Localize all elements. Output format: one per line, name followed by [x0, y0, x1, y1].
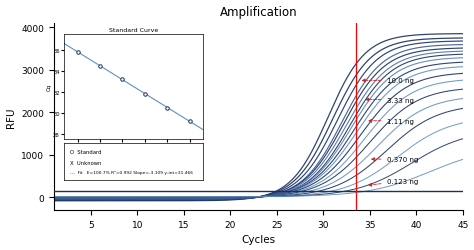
Text: 1.11 ng: 1.11 ng: [369, 118, 413, 124]
X-axis label: Cycles: Cycles: [241, 234, 275, 244]
Y-axis label: RFU: RFU: [6, 107, 16, 127]
Text: 10.0 ng: 10.0 ng: [363, 78, 413, 84]
Text: 0.123 ng: 0.123 ng: [369, 178, 418, 186]
Text: 3.33 ng: 3.33 ng: [366, 97, 413, 103]
Title: Amplification: Amplification: [219, 6, 297, 18]
Text: 0.370 ng: 0.370 ng: [372, 156, 418, 162]
